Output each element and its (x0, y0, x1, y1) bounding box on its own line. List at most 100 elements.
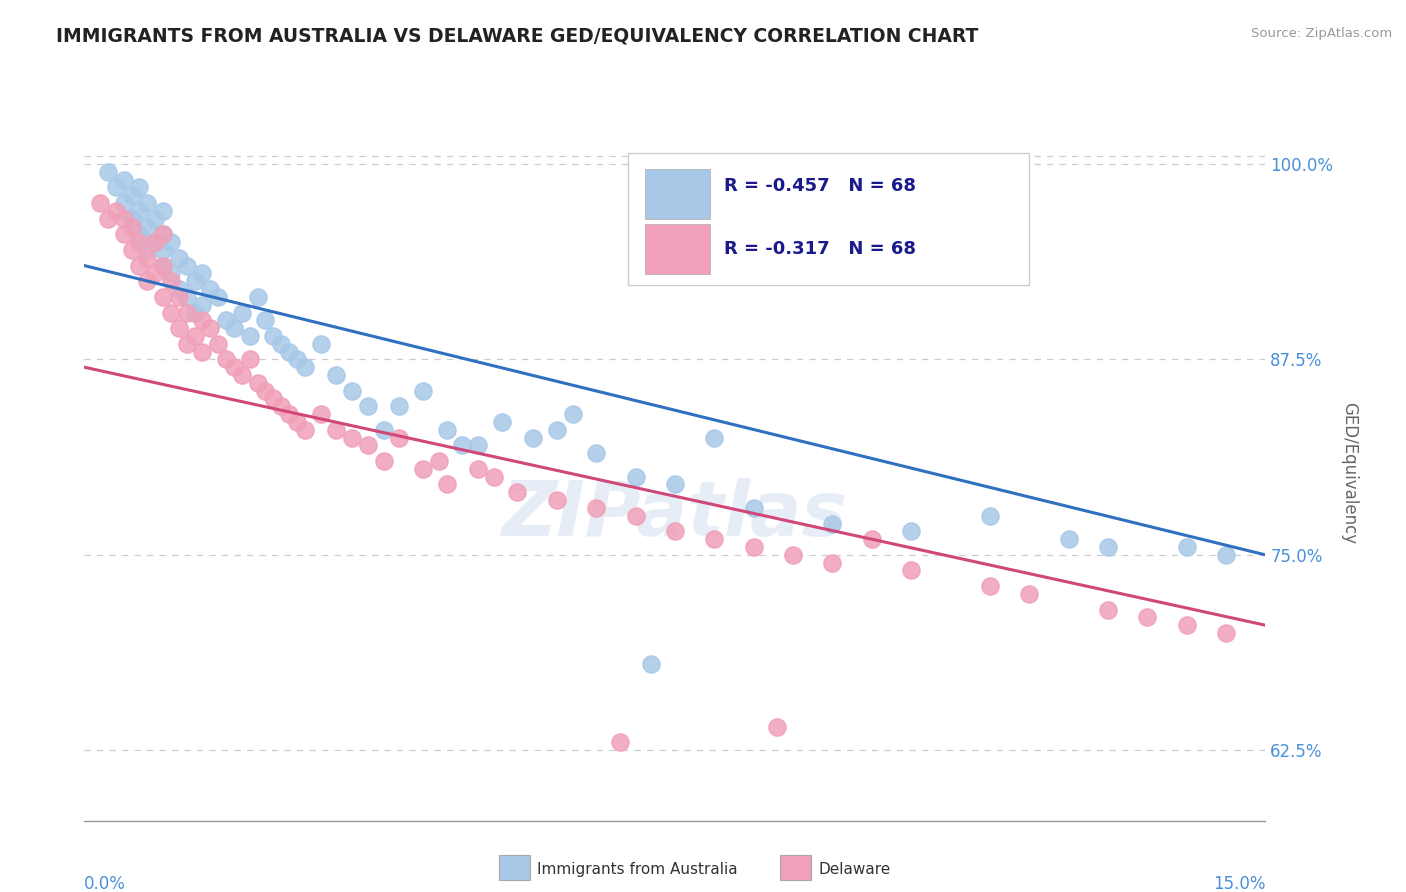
Point (373, 454, 395, 468)
Point (640, 657, 662, 672)
Point (357, 438, 380, 452)
Point (664, 477, 686, 491)
Point (215, 313, 238, 327)
Point (160, 305, 183, 319)
Point (183, 329, 205, 343)
Point (143, 211, 166, 226)
Point (585, 446, 607, 460)
Point (152, 203, 174, 218)
FancyBboxPatch shape (645, 225, 710, 275)
Point (1097, 602, 1119, 616)
Point (167, 321, 190, 335)
Point (136, 251, 159, 265)
Point (285, 352, 308, 367)
Point (231, 305, 253, 319)
Point (112, 227, 135, 242)
Point (1175, 540, 1198, 554)
Point (104, 203, 127, 218)
Point (128, 180, 150, 194)
Point (782, 548, 804, 562)
Point (222, 360, 245, 375)
Point (160, 267, 183, 281)
Point (278, 407, 301, 421)
Point (112, 211, 135, 226)
Point (325, 423, 347, 437)
Point (262, 392, 284, 406)
Point (270, 400, 292, 414)
Point (624, 469, 647, 483)
Text: R = -0.457   N = 68: R = -0.457 N = 68 (724, 178, 917, 195)
Point (821, 516, 844, 531)
Point (1057, 532, 1080, 546)
Point (191, 267, 214, 281)
Point (183, 274, 205, 288)
Point (451, 438, 474, 452)
Point (585, 500, 607, 515)
Point (128, 227, 150, 242)
Text: Source: ZipAtlas.com: Source: ZipAtlas.com (1251, 27, 1392, 40)
Point (427, 454, 450, 468)
Point (388, 400, 411, 414)
Point (254, 384, 277, 398)
Point (309, 336, 332, 351)
Text: R = -0.317   N = 68: R = -0.317 N = 68 (724, 240, 917, 258)
Point (121, 219, 143, 234)
Point (152, 227, 174, 242)
Point (340, 431, 363, 445)
Point (412, 384, 434, 398)
Point (97, 165, 120, 179)
Point (979, 508, 1001, 523)
Point (152, 227, 174, 242)
Point (373, 423, 395, 437)
Point (143, 267, 166, 281)
Point (561, 407, 583, 421)
Point (128, 203, 150, 218)
Point (191, 344, 214, 359)
Point (1097, 540, 1119, 554)
Point (176, 336, 198, 351)
Point (900, 524, 922, 539)
Point (436, 423, 458, 437)
Text: 15.0%: 15.0% (1213, 875, 1265, 892)
Point (900, 564, 922, 578)
Point (491, 415, 513, 429)
Point (89, 196, 111, 211)
Point (160, 274, 183, 288)
Point (176, 305, 198, 319)
Point (136, 196, 159, 211)
Text: ZIPatlas: ZIPatlas (502, 477, 848, 551)
Point (152, 290, 174, 304)
Point (183, 305, 205, 319)
Point (742, 500, 765, 515)
Point (546, 423, 568, 437)
Text: Immigrants from Australia: Immigrants from Australia (537, 863, 738, 877)
Point (860, 532, 883, 546)
Point (191, 313, 214, 327)
Point (357, 400, 380, 414)
Point (467, 462, 489, 476)
FancyBboxPatch shape (645, 169, 710, 219)
Point (294, 423, 316, 437)
Point (222, 321, 245, 335)
Point (191, 298, 214, 312)
Point (546, 493, 568, 508)
Point (200, 282, 222, 296)
Point (136, 243, 159, 257)
Point (325, 368, 347, 382)
FancyBboxPatch shape (627, 153, 1029, 285)
Point (467, 438, 489, 452)
Point (1136, 610, 1159, 624)
Point (121, 188, 143, 202)
Point (270, 336, 292, 351)
Point (167, 282, 190, 296)
Point (522, 431, 544, 445)
Text: IMMIGRANTS FROM AUSTRALIA VS DELAWARE GED/EQUIVALENCY CORRELATION CHART: IMMIGRANTS FROM AUSTRALIA VS DELAWARE GE… (56, 27, 979, 45)
Point (231, 368, 253, 382)
Point (766, 720, 789, 734)
Point (136, 219, 159, 234)
Point (167, 251, 190, 265)
Point (121, 211, 143, 226)
Point (152, 243, 174, 257)
Point (246, 290, 269, 304)
Point (979, 579, 1001, 593)
